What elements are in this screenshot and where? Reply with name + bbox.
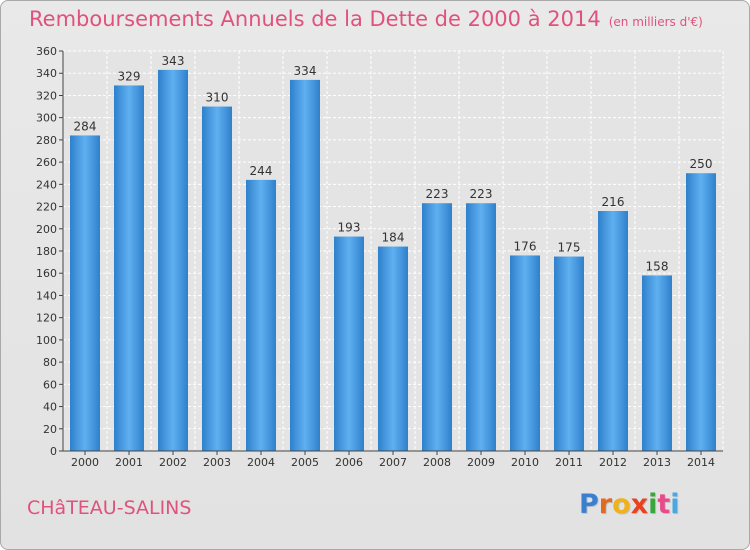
y-tick-label: 280: [36, 134, 57, 147]
bar-value-label: 193: [338, 221, 361, 235]
logo-letter: o: [612, 489, 631, 520]
x-tick-label: 2000: [71, 456, 99, 469]
y-tick-label: 140: [36, 289, 57, 302]
commune-name: CHâTEAU-SALINS: [27, 497, 192, 519]
bar: [290, 79, 320, 451]
logo-letter: i: [670, 489, 680, 520]
x-tick-label: 2008: [423, 456, 451, 469]
logo-letter: x: [630, 489, 649, 520]
bar-value-label: 334: [294, 64, 317, 78]
bar: [466, 203, 496, 451]
x-tick-label: 2011: [555, 456, 583, 469]
x-tick-label: 2013: [643, 456, 671, 469]
x-tick-label: 2014: [687, 456, 715, 469]
y-tick-label: 360: [36, 45, 57, 58]
logo-letter: t: [657, 489, 671, 520]
bar: [510, 255, 540, 451]
y-tick-label: 0: [50, 445, 57, 458]
y-tick-label: 220: [36, 201, 57, 214]
y-tick-label: 180: [36, 245, 57, 258]
bar-value-label: 184: [382, 231, 405, 245]
chart-subtitle: (en milliers d'€): [608, 15, 703, 29]
x-tick-label: 2004: [247, 456, 275, 469]
x-tick-label: 2007: [379, 456, 407, 469]
bar-value-label: 175: [558, 241, 581, 255]
y-tick-label: 300: [36, 112, 57, 125]
bar-value-label: 223: [426, 187, 449, 201]
bar: [642, 275, 672, 451]
bar-value-label: 216: [602, 195, 625, 209]
x-tick-label: 2002: [159, 456, 187, 469]
labels: 0 20 40 60 80 100 120 140 160 180 200 220 240 260 280 3…: [36, 45, 715, 469]
x-tick-label: 2005: [291, 456, 319, 469]
bar-value-label: 343: [162, 54, 185, 68]
bar: [378, 246, 408, 451]
bar: [70, 135, 100, 451]
bar: [686, 173, 716, 451]
y-tick-label: 20: [43, 423, 57, 436]
y-tick-label: 260: [36, 156, 57, 169]
axes: [59, 50, 723, 455]
bar: [334, 236, 364, 451]
title-row: Remboursements Annuels de la Dette de 20…: [29, 7, 703, 31]
x-tick-label: 2012: [599, 456, 627, 469]
bar-value-label: 310: [206, 91, 229, 105]
x-tick-label: 2009: [467, 456, 495, 469]
bar: [554, 256, 584, 451]
bar-value-label: 329: [118, 69, 141, 83]
x-tick-label: 2006: [335, 456, 363, 469]
bar: [598, 211, 628, 451]
proxiti-logo: Proxiti: [579, 489, 680, 520]
x-tick-label: 2001: [115, 456, 143, 469]
bar: [114, 85, 144, 451]
y-tick-label: 80: [43, 356, 57, 369]
y-tick-label: 60: [43, 378, 57, 391]
logo-letter: P: [579, 489, 599, 520]
y-tick-label: 160: [36, 267, 57, 280]
bar-value-label: 284: [74, 119, 97, 133]
bar: [202, 106, 232, 452]
logo-letter: r: [598, 489, 613, 520]
y-tick-label: 320: [36, 89, 57, 102]
bar-value-label: 176: [514, 239, 537, 253]
y-tick-label: 240: [36, 178, 57, 191]
bar-value-label: 223: [470, 187, 493, 201]
bar-value-label: 158: [646, 259, 669, 273]
y-tick-label: 340: [36, 67, 57, 80]
bar: [158, 69, 188, 451]
bars: [70, 69, 716, 452]
bar: [246, 179, 276, 451]
y-tick-label: 200: [36, 223, 57, 236]
bar: [422, 203, 452, 451]
logo-letter: i: [648, 489, 658, 520]
y-tick-label: 40: [43, 401, 57, 414]
y-tick-label: 100: [36, 334, 57, 347]
x-tick-label: 2010: [511, 456, 539, 469]
chart-title: Remboursements Annuels de la Dette de 20…: [29, 7, 601, 31]
y-tick-label: 120: [36, 312, 57, 325]
bar-value-label: 244: [250, 164, 273, 178]
x-tick-label: 2003: [203, 456, 231, 469]
bar-value-label: 250: [690, 157, 713, 171]
